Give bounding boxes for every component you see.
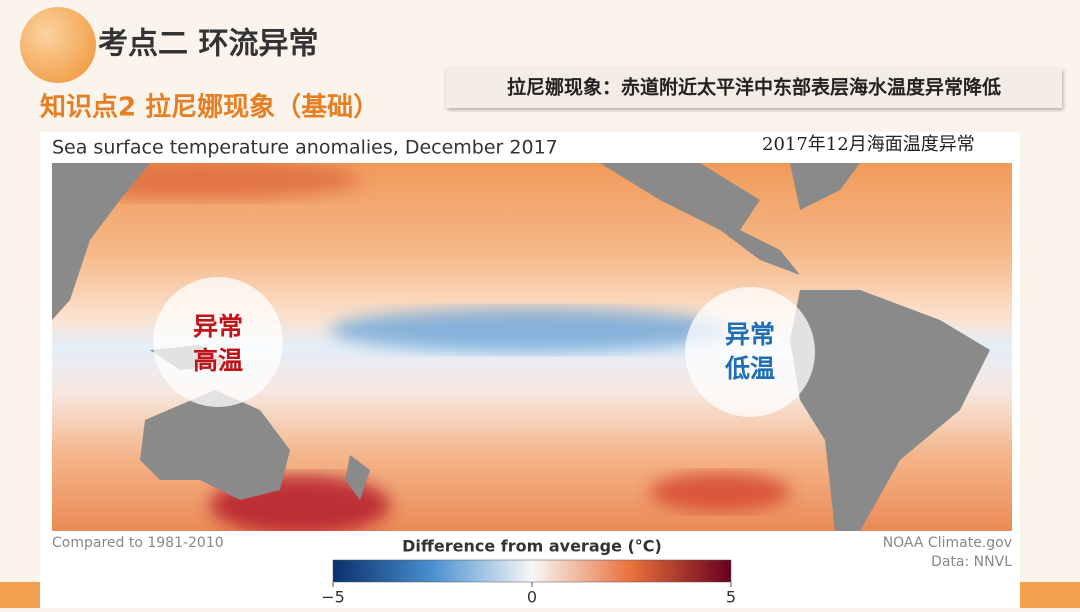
map-caption: 2017年12月海面温度异常: [762, 134, 975, 155]
decor-dot: [20, 7, 96, 83]
map-label: 高温: [193, 346, 243, 375]
subtitle: 知识点2 拉尼娜现象（基础）: [40, 92, 379, 123]
title: 考点二 环流异常: [98, 27, 318, 62]
map-label: 异常: [193, 312, 243, 341]
baseline: Compared to 1981-2010: [52, 535, 224, 551]
colorbar-tick-label: −5: [321, 588, 345, 607]
colorbar-tick-label: 0: [527, 588, 537, 607]
map-title: Sea surface temperature anomalies, Decem…: [52, 137, 558, 159]
map-label: 异常: [725, 320, 775, 349]
strip: [1020, 582, 1080, 608]
data-source: Data: NNVL: [931, 554, 1012, 570]
strip: [0, 582, 40, 608]
note-box: [446, 68, 1062, 108]
note: 拉尼娜现象：赤道附近太平洋中东部表层海水温度异常降低: [507, 76, 1001, 99]
colorbar-tick-label: 5: [726, 588, 736, 607]
source: NOAA Climate.gov: [883, 535, 1012, 551]
colorbar: [332, 559, 732, 583]
colorbar-title: Difference from average (°C): [402, 537, 662, 556]
map-label: 低温: [724, 354, 775, 383]
label-cool: 异常 低温: [685, 287, 815, 417]
label-warm: 异常 高温: [153, 277, 283, 407]
